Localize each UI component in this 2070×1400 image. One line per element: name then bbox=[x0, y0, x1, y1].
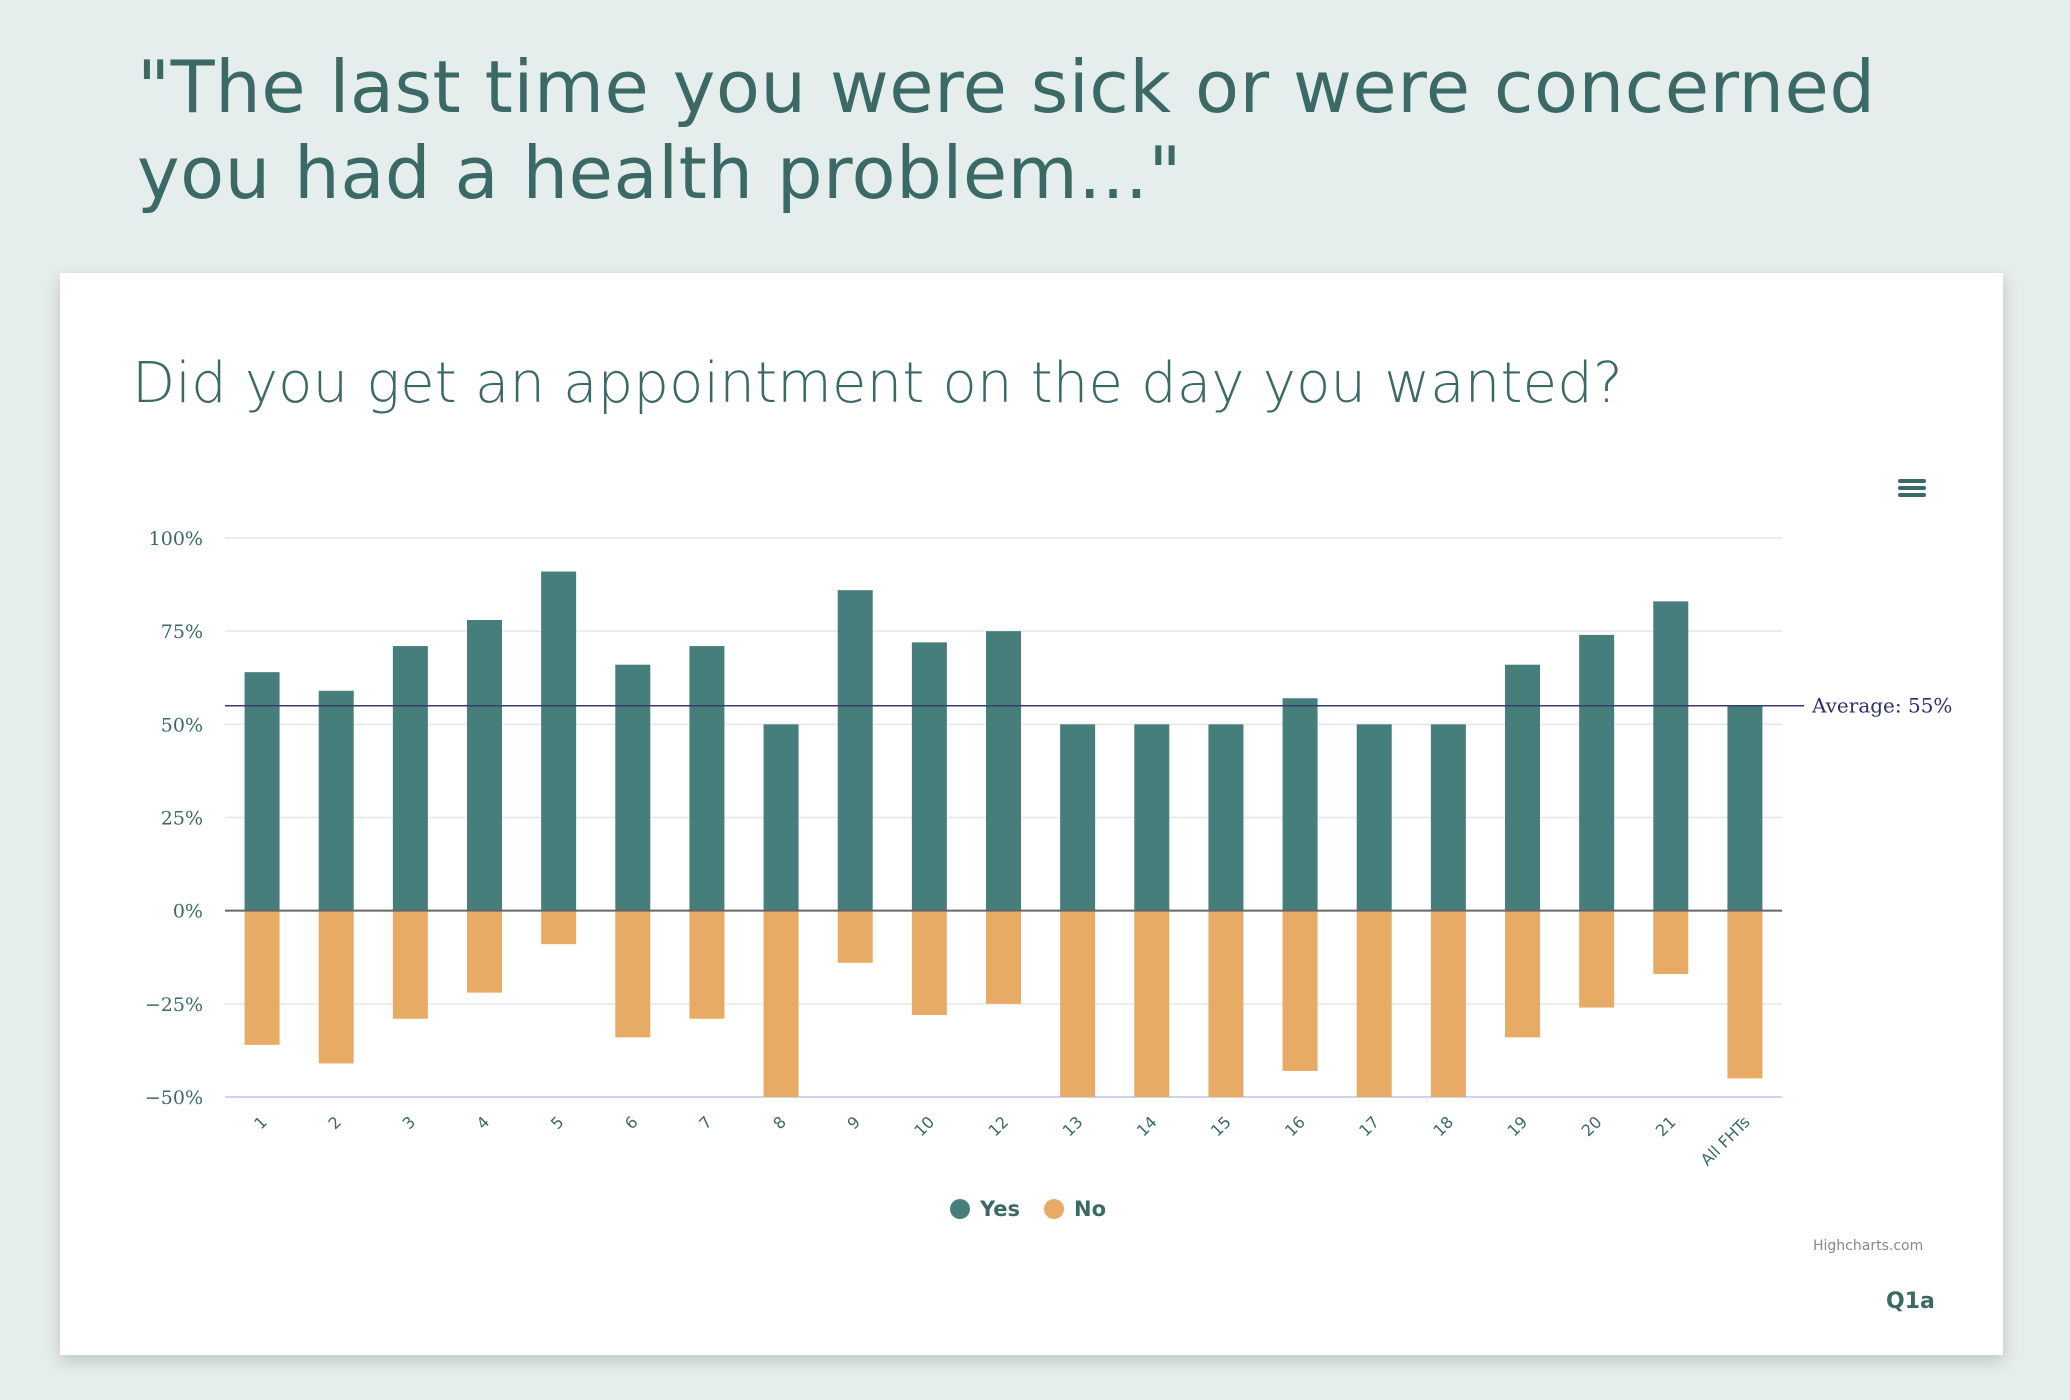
bar-yes-6[interactable] bbox=[615, 664, 651, 911]
bar-no-13[interactable] bbox=[1060, 910, 1096, 1097]
bar-yes-all-fhts[interactable] bbox=[1727, 705, 1763, 911]
bar-yes-17[interactable] bbox=[1356, 724, 1392, 911]
bar-no-6[interactable] bbox=[615, 910, 651, 1038]
x-tick-label: 8 bbox=[769, 1112, 790, 1133]
bar-yes-4[interactable] bbox=[467, 619, 502, 911]
x-tick-label: 6 bbox=[621, 1112, 642, 1133]
bar-no-5[interactable] bbox=[541, 910, 577, 945]
legend: Yes No bbox=[950, 1197, 1106, 1221]
x-tick-label: 20 bbox=[1578, 1112, 1606, 1140]
bar-yes-10[interactable] bbox=[911, 642, 947, 911]
question-code: Q1a bbox=[1886, 1289, 1935, 1314]
legend-item-yes[interactable]: Yes bbox=[950, 1197, 1020, 1221]
y-tick-label: 0% bbox=[173, 901, 203, 923]
chart-menu-button[interactable] bbox=[1896, 475, 1928, 501]
x-tick-label: 10 bbox=[910, 1112, 938, 1140]
bar-no-14[interactable] bbox=[1134, 910, 1170, 1097]
credits-link[interactable]: Highcharts.com bbox=[1813, 1238, 1924, 1254]
x-tick-label: 19 bbox=[1503, 1112, 1531, 1140]
x-tick-label: 16 bbox=[1281, 1112, 1309, 1140]
bar-no-2[interactable] bbox=[318, 910, 354, 1064]
x-tick-label: 21 bbox=[1652, 1112, 1680, 1140]
x-tick-label: 12 bbox=[984, 1112, 1012, 1140]
bar-no-7[interactable] bbox=[689, 910, 725, 1019]
bar-no-1[interactable] bbox=[244, 910, 280, 1045]
bar-yes-12[interactable] bbox=[986, 631, 1021, 911]
bar-yes-3[interactable] bbox=[392, 646, 428, 911]
legend-dot-no bbox=[1044, 1199, 1065, 1219]
x-tick-label: 2 bbox=[324, 1112, 345, 1133]
x-tick-label: 3 bbox=[399, 1112, 420, 1133]
bar-yes-21[interactable] bbox=[1653, 601, 1689, 911]
x-tick-label: 5 bbox=[547, 1112, 568, 1133]
legend-dot-yes bbox=[950, 1199, 970, 1219]
bar-yes-16[interactable] bbox=[1282, 698, 1318, 911]
bar-yes-7[interactable] bbox=[689, 646, 725, 911]
bar-no-10[interactable] bbox=[911, 910, 947, 1016]
x-tick-label: 15 bbox=[1207, 1112, 1235, 1140]
bar-no-17[interactable] bbox=[1356, 910, 1392, 1097]
bar-yes-9[interactable] bbox=[837, 590, 873, 911]
bar-yes-2[interactable] bbox=[318, 690, 354, 911]
x-tick-label: 7 bbox=[695, 1112, 716, 1133]
y-tick-label: 50% bbox=[161, 714, 203, 736]
x-tick-label: All FHTs bbox=[1697, 1112, 1754, 1169]
legend-label-yes: Yes bbox=[980, 1197, 1021, 1221]
y-tick-label: 25% bbox=[161, 808, 203, 830]
bar-no-21[interactable] bbox=[1653, 910, 1689, 975]
bar-yes-8[interactable] bbox=[763, 724, 799, 911]
bar-no-20[interactable] bbox=[1579, 910, 1615, 1008]
x-tick-label: 14 bbox=[1133, 1112, 1161, 1140]
bar-no-all-fhts[interactable] bbox=[1727, 910, 1763, 1079]
bar-no-9[interactable] bbox=[837, 910, 873, 963]
bar-no-12[interactable] bbox=[986, 910, 1021, 1004]
bar-no-18[interactable] bbox=[1430, 910, 1466, 1097]
y-tick-label: 100% bbox=[149, 528, 203, 550]
bar-yes-14[interactable] bbox=[1134, 724, 1170, 911]
x-tick-label: 9 bbox=[843, 1112, 864, 1133]
bar-no-3[interactable] bbox=[392, 910, 428, 1019]
x-tick-label: 4 bbox=[473, 1112, 494, 1133]
bar-no-4[interactable] bbox=[467, 910, 502, 993]
x-axis-labels: 1 2 3 4 5 6 7 8 9 10 12 13 14 15 16 17 18 19 20 21 All FHTs bbox=[250, 1112, 1753, 1169]
bars bbox=[244, 571, 1763, 1097]
x-tick-label: 17 bbox=[1355, 1112, 1383, 1140]
bar-yes-15[interactable] bbox=[1208, 724, 1244, 911]
bar-yes-13[interactable] bbox=[1060, 724, 1096, 911]
bar-yes-18[interactable] bbox=[1430, 724, 1466, 911]
page-heading: "The last time you were sick or were con… bbox=[137, 45, 1876, 215]
y-axis-labels: 100% 75% 50% 25% 0% −25% −50% bbox=[145, 528, 203, 1109]
legend-item-no[interactable]: No bbox=[1044, 1197, 1106, 1221]
x-tick-label: 18 bbox=[1429, 1112, 1457, 1140]
bar-yes-19[interactable] bbox=[1505, 664, 1540, 911]
y-tick-label: 75% bbox=[161, 621, 203, 643]
hamburger-menu-icon bbox=[1898, 479, 1926, 483]
bar-yes-20[interactable] bbox=[1579, 634, 1615, 911]
legend-label-no: No bbox=[1074, 1197, 1107, 1221]
y-tick-label: −50% bbox=[145, 1087, 203, 1109]
chart-title: Did you get an appointment on the day yo… bbox=[132, 351, 1623, 416]
bar-no-16[interactable] bbox=[1282, 910, 1318, 1071]
x-tick-label: 13 bbox=[1059, 1112, 1087, 1140]
average-line: Average: 55% bbox=[225, 694, 1952, 718]
bar-yes-1[interactable] bbox=[244, 672, 280, 911]
bar-no-8[interactable] bbox=[763, 910, 799, 1097]
bar-no-15[interactable] bbox=[1208, 910, 1244, 1097]
chart-card: Did you get an appointment on the day yo… bbox=[60, 273, 2003, 1355]
y-tick-label: −25% bbox=[145, 994, 203, 1016]
bar-yes-5[interactable] bbox=[541, 571, 577, 911]
x-tick-label: 1 bbox=[250, 1112, 271, 1133]
bar-no-19[interactable] bbox=[1505, 910, 1540, 1038]
average-label: Average: 55% bbox=[1811, 694, 1952, 718]
